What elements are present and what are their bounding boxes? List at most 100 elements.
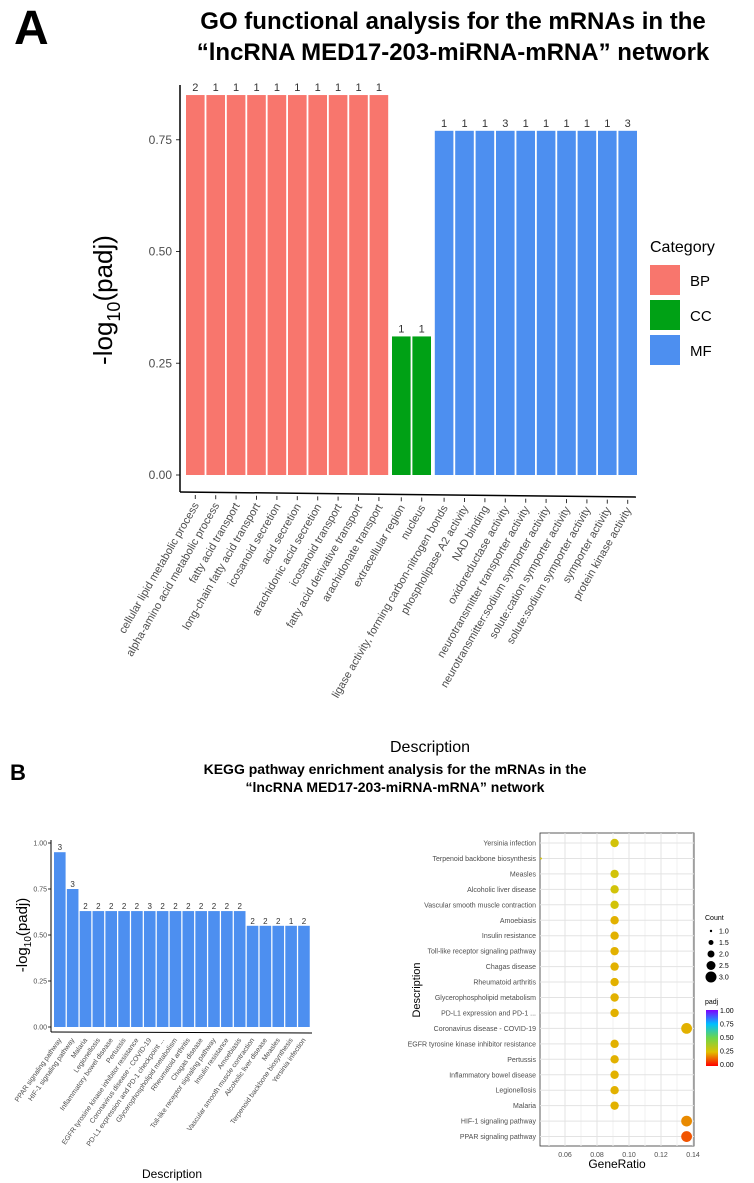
kegg-count-label: 2	[276, 917, 281, 926]
dot-point	[681, 1131, 692, 1142]
go-bar	[226, 95, 246, 476]
kegg-bar	[169, 911, 182, 1027]
go-bar	[247, 95, 266, 476]
kegg-count-label: 2	[237, 902, 242, 911]
kegg-bar	[79, 911, 92, 1027]
count-legend-label: 1.0	[719, 929, 729, 936]
go-count-label: 1	[441, 118, 447, 130]
go-bar	[475, 130, 495, 475]
go-count-label: 3	[502, 118, 508, 130]
count-legend-label: 2.0	[719, 952, 729, 959]
go-count-label: 1	[294, 82, 300, 94]
go-bar	[577, 130, 597, 475]
kegg-count-label: 2	[186, 902, 191, 911]
go-title-line2: “lncRNA MED17-203-miRNA-mRNA” network	[197, 39, 710, 66]
dot-category-label: Measles	[510, 871, 537, 878]
go-ylabel: -log10(padj)	[88, 235, 124, 365]
kegg-count-label: 2	[250, 917, 255, 926]
kegg-count-label: 2	[160, 902, 165, 911]
dot-category-label: Vascular smooth muscle contraction	[424, 902, 536, 909]
go-bar	[618, 130, 637, 475]
kegg-bar	[156, 911, 169, 1027]
count-legend-title: Count	[705, 915, 724, 922]
dot-point	[610, 885, 619, 894]
go-title-line1: GO functional analysis for the mRNAs in …	[200, 8, 705, 35]
kegg-count-label: 2	[263, 917, 268, 926]
legend-label-mf: MF	[690, 343, 712, 360]
go-ylabel-tail: (padj)	[88, 235, 118, 301]
dot-point	[610, 900, 619, 909]
go-count-label: 1	[461, 118, 467, 130]
panel-a-label: A	[14, 2, 49, 55]
kegg-xlabel: Description	[142, 1167, 202, 1181]
go-bar	[392, 336, 411, 475]
go-count-label: 1	[315, 82, 321, 94]
dot-category-label: Glycerophospholipid metabolism	[435, 995, 536, 1002]
kegg-x-axis	[50, 1031, 313, 1034]
go-count-label: 1	[233, 82, 239, 94]
dot-point	[610, 838, 619, 848]
dot-category-label: Rheumatoid arthritis	[473, 980, 536, 987]
kegg-bar	[131, 911, 143, 1027]
go-count-label: 2	[192, 82, 198, 94]
go-bar	[557, 130, 576, 475]
dot-point	[610, 977, 619, 987]
kegg-count-label: 3	[70, 880, 75, 889]
kegg-count-label: 1	[289, 917, 294, 926]
dot-category-label: Yersinia infection	[483, 841, 536, 848]
dot-point	[610, 1039, 619, 1049]
kegg-bar	[54, 852, 66, 1027]
go-xlabel: Description	[390, 739, 470, 756]
go-ylabel-main: -log	[88, 322, 118, 365]
kegg-bar	[105, 911, 117, 1027]
go-bar	[496, 130, 515, 475]
go-bar	[516, 130, 535, 475]
dot-category-label: HIF-1 signaling pathway	[461, 1119, 537, 1126]
dot-point	[681, 1115, 692, 1127]
kegg-count-label: 2	[302, 917, 307, 926]
dot-category-label: EGFR tyrosine kinase inhibitor resistanc…	[408, 1041, 536, 1048]
dot-xtick-label: 0.10	[622, 1152, 636, 1159]
kegg-count-label: 2	[83, 902, 88, 911]
dot-point	[610, 1086, 619, 1095]
go-count-label: 1	[419, 323, 425, 335]
go-bar	[288, 95, 307, 476]
dot-point	[610, 1070, 619, 1079]
go-bar	[267, 95, 287, 476]
dot-point	[610, 1008, 619, 1018]
go-ytick-label: 0.75	[149, 133, 173, 147]
panel-b-label: B	[10, 760, 26, 785]
dot-point	[610, 869, 619, 879]
dot-point	[610, 962, 619, 971]
kegg-bar	[298, 925, 310, 1027]
go-count-label: 1	[274, 82, 280, 94]
dot-category-label: Amoebiasis	[500, 918, 537, 925]
dot-category-label: Pertussis	[507, 1057, 536, 1064]
kegg-count-label: 2	[96, 902, 101, 911]
go-count-label: 1	[482, 118, 488, 130]
kegg-bar	[233, 911, 246, 1027]
go-x-axis	[179, 491, 637, 498]
kegg-bar	[221, 911, 233, 1027]
kegg-bar	[246, 925, 259, 1027]
go-bar	[186, 95, 205, 476]
kegg-ytick-label: 0.25	[33, 979, 47, 986]
go-count-label: 1	[398, 323, 404, 335]
count-legend-label: 1.5	[719, 940, 729, 947]
padj-legend-label: 0.00	[720, 1062, 734, 1069]
padj-colorbar	[706, 1010, 718, 1066]
dot-xtick-label: 0.06	[558, 1152, 572, 1159]
kegg-bar	[118, 911, 130, 1027]
count-legend-dot	[708, 940, 714, 945]
go-ytick-label: 0.00	[149, 468, 173, 482]
dot-xlabel: GeneRatio	[588, 1157, 646, 1171]
kegg-title-line2: “lncRNA MED17-203-miRNA-mRNA” network	[246, 779, 545, 795]
padj-legend-label: 1.00	[720, 1008, 734, 1015]
dot-ylabel: Description	[411, 962, 423, 1017]
count-legend-label: 2.5	[719, 963, 729, 970]
go-bar	[308, 95, 327, 476]
legend-swatch-cc	[650, 300, 680, 330]
dot-category-label: Alcoholic liver disease	[467, 887, 536, 894]
count-legend-dot	[706, 961, 716, 970]
kegg-bar	[195, 911, 207, 1027]
